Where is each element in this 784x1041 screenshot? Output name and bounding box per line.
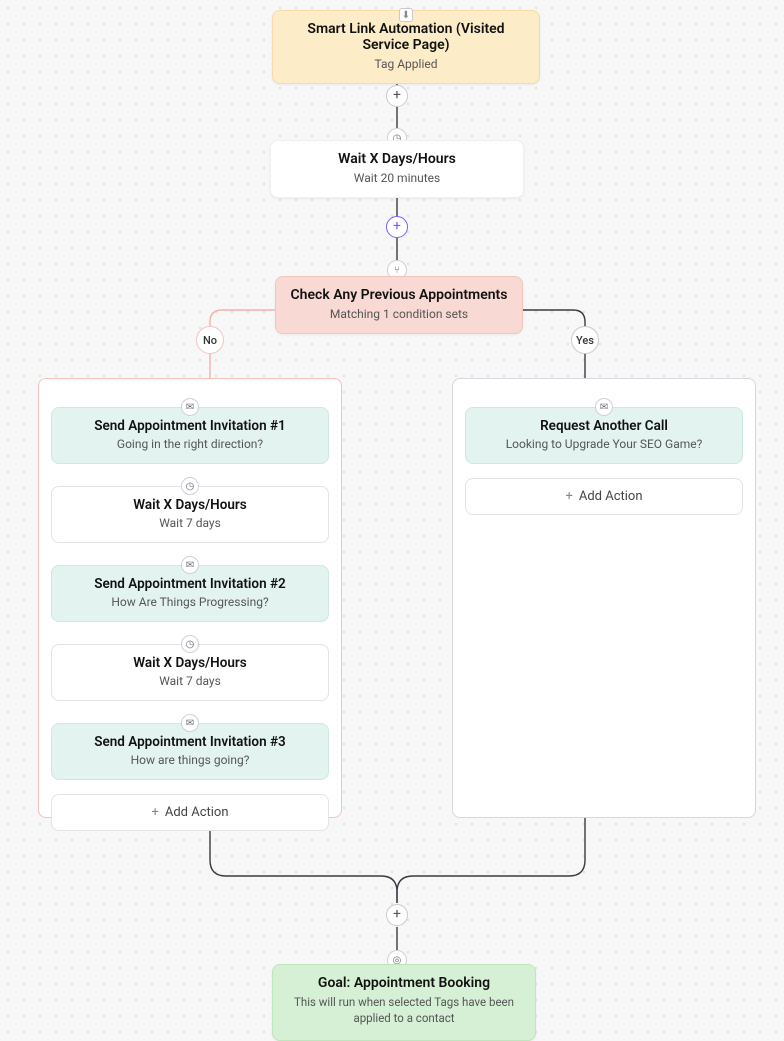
action-node[interactable]: ✉ Send Appointment Invitation #3 How are… — [51, 723, 329, 780]
wait-node[interactable]: Wait X Days/Hours Wait 20 minutes — [270, 140, 524, 198]
wait-node[interactable]: ◷ Wait X Days/Hours Wait 7 days — [51, 486, 329, 543]
add-action-button[interactable]: + Add Action — [51, 794, 329, 831]
trigger-title: Smart Link Automation (Visited Service P… — [287, 21, 525, 53]
condition-sub: Matching 1 condition sets — [290, 307, 508, 321]
mail-icon: ✉ — [181, 398, 199, 416]
condition-node[interactable]: Check Any Previous Appointments Matching… — [275, 276, 523, 334]
add-step-button[interactable]: + — [386, 85, 408, 107]
automation-canvas: ⬇ Smart Link Automation (Visited Service… — [0, 0, 784, 1024]
add-action-button[interactable]: + Add Action — [465, 478, 743, 515]
action-title: Request Another Call — [478, 418, 730, 434]
clock-icon: ◷ — [181, 635, 199, 653]
goal-sub: This will run when selected Tags have be… — [287, 995, 521, 1026]
mail-icon: ✉ — [181, 714, 199, 732]
action-sub: Looking to Upgrade Your SEO Game? — [478, 437, 730, 451]
action-title: Wait X Days/Hours — [64, 497, 316, 513]
action-node[interactable]: ✉ Send Appointment Invitation #2 How Are… — [51, 565, 329, 622]
branch-no-container: ✉ Send Appointment Invitation #1 Going i… — [38, 378, 342, 818]
action-sub: Going in the right direction? — [64, 437, 316, 451]
wait-title: Wait X Days/Hours — [285, 151, 509, 167]
add-action-label: Add Action — [579, 489, 643, 504]
branch-label-no: No — [196, 326, 224, 354]
wait-sub: Wait 20 minutes — [285, 171, 509, 185]
trigger-sub: Tag Applied — [287, 57, 525, 71]
branch-label-yes: Yes — [571, 326, 599, 354]
action-sub: Wait 7 days — [64, 516, 316, 530]
branch-yes-container: ✉ Request Another Call Looking to Upgrad… — [452, 378, 756, 818]
mail-icon: ✉ — [181, 556, 199, 574]
clock-icon: ◷ — [181, 477, 199, 495]
download-icon: ⬇ — [399, 8, 413, 22]
condition-title: Check Any Previous Appointments — [290, 287, 508, 303]
action-title: Wait X Days/Hours — [64, 655, 316, 671]
goal-title: Goal: Appointment Booking — [287, 975, 521, 991]
plus-icon: + — [565, 489, 572, 504]
action-sub: How Are Things Progressing? — [64, 595, 316, 609]
action-node[interactable]: ✉ Request Another Call Looking to Upgrad… — [465, 407, 743, 464]
mail-icon: ✉ — [595, 398, 613, 416]
goal-node[interactable]: Goal: Appointment Booking This will run … — [272, 964, 536, 1041]
plus-icon: + — [151, 805, 158, 820]
action-title: Send Appointment Invitation #3 — [64, 734, 316, 750]
action-node[interactable]: ✉ Send Appointment Invitation #1 Going i… — [51, 407, 329, 464]
add-step-button[interactable]: + — [386, 216, 408, 238]
action-sub: Wait 7 days — [64, 674, 316, 688]
action-title: Send Appointment Invitation #1 — [64, 418, 316, 434]
add-action-label: Add Action — [165, 805, 229, 820]
action-sub: How are things going? — [64, 753, 316, 767]
wait-node[interactable]: ◷ Wait X Days/Hours Wait 7 days — [51, 644, 329, 701]
add-step-button[interactable]: + — [386, 904, 408, 926]
action-title: Send Appointment Invitation #2 — [64, 576, 316, 592]
trigger-node[interactable]: ⬇ Smart Link Automation (Visited Service… — [272, 10, 540, 84]
